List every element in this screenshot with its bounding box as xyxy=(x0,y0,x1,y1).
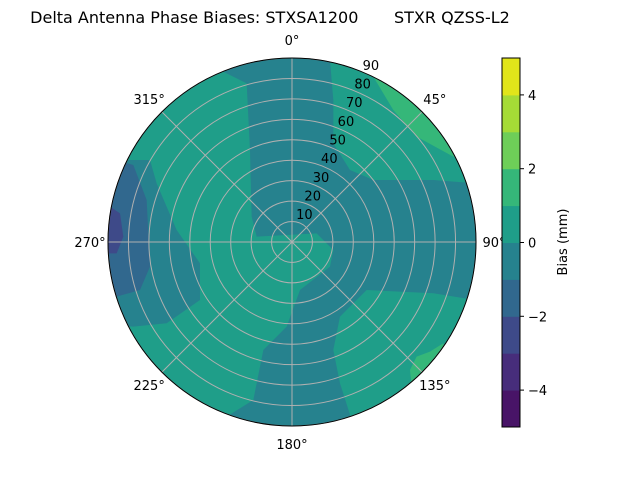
colorbar-band xyxy=(502,205,520,243)
colorbar-band xyxy=(502,168,520,207)
angle-tick-label: 315° xyxy=(134,93,165,108)
angle-tick-label: 135° xyxy=(419,379,450,394)
angle-tick-labels: 0° 45° 90° 135° 180° 225° 270° 315° xyxy=(74,34,505,453)
colorbar: −4 −2 0 2 4 xyxy=(501,57,547,428)
radial-tick-label: 20 xyxy=(304,190,321,205)
angle-tick-label: 0° xyxy=(285,34,300,49)
colorbar-band xyxy=(502,316,520,354)
colorbar-tick-label: 0 xyxy=(528,237,536,252)
polar-grid xyxy=(107,57,477,427)
angle-tick-label: 270° xyxy=(74,236,105,251)
radial-tick-label: 80 xyxy=(354,77,371,92)
colorbar-tick-label: 2 xyxy=(528,163,536,178)
angular-gridline xyxy=(291,241,423,373)
colorbar-label: Bias (mm) xyxy=(556,209,571,276)
radial-tick-label: 40 xyxy=(321,152,338,167)
colorbar-band xyxy=(502,279,520,317)
angle-tick-label: 180° xyxy=(276,438,307,453)
angle-tick-label: 45° xyxy=(423,93,446,108)
angular-gridline xyxy=(161,241,293,373)
radial-tick-label: 60 xyxy=(338,115,355,130)
colorbar-band xyxy=(502,353,520,391)
angular-gridline xyxy=(161,111,293,243)
radial-tick-label: 30 xyxy=(313,171,330,186)
colorbar-band xyxy=(502,58,520,96)
colorbar-band xyxy=(502,242,520,280)
chart-title: Delta Antenna Phase Biases: STXSA1200 ST… xyxy=(30,8,510,27)
radial-tick-label: 50 xyxy=(329,133,346,148)
colorbar-band xyxy=(502,94,520,133)
colorbar-band xyxy=(502,131,520,170)
radial-tick-label: 70 xyxy=(346,96,363,111)
radial-tick-labels: 10 20 30 40 50 60 70 80 90 xyxy=(296,59,379,223)
angular-gridline xyxy=(291,111,423,243)
angle-tick-label: 225° xyxy=(134,379,165,394)
angle-tick-label: 90° xyxy=(482,236,505,251)
colorbar-tick-label: −2 xyxy=(528,310,547,325)
contour-band-minus3-minus2-west xyxy=(108,203,124,254)
colorbar-tick-label: −4 xyxy=(528,384,547,399)
colorbar-tick-label: 4 xyxy=(528,89,536,104)
radial-tick-label: 10 xyxy=(296,208,313,223)
polar-frame xyxy=(107,57,477,427)
radial-tick-label: 90 xyxy=(363,59,380,74)
colorbar-band xyxy=(502,390,520,428)
